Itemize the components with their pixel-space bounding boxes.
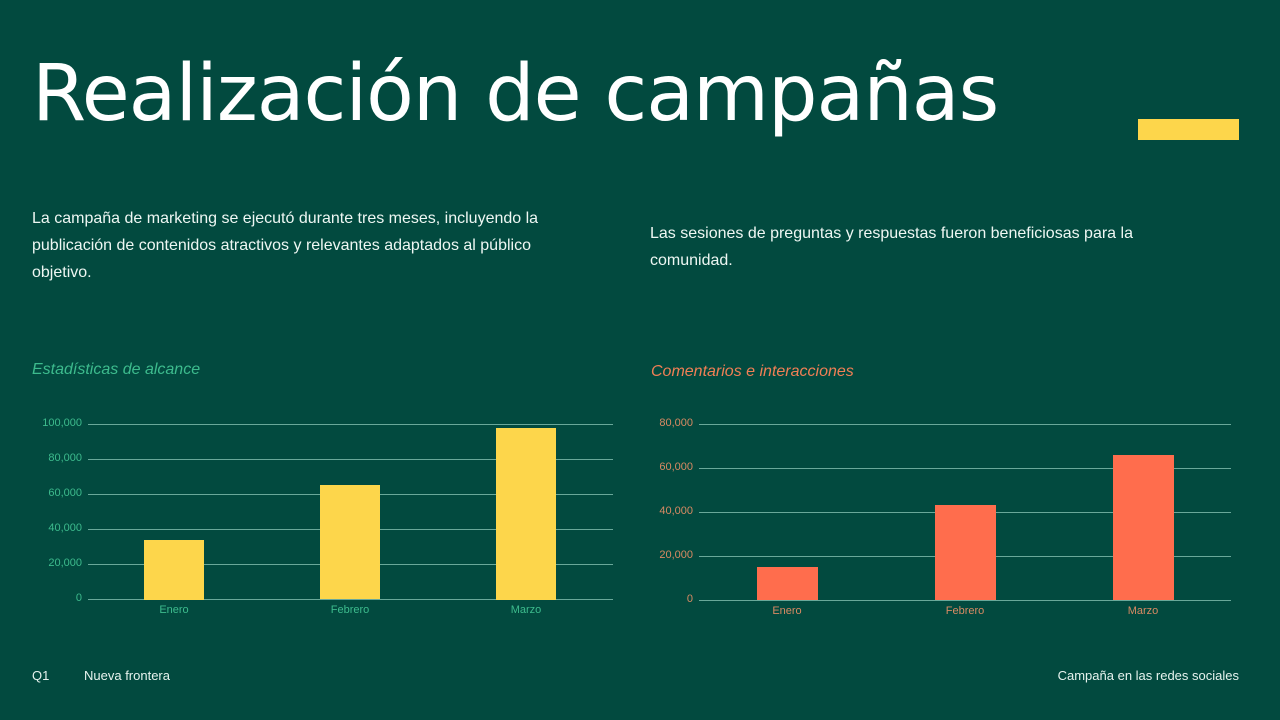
bar-febrero — [934, 505, 996, 600]
y-axis-tick-label: 20,000 — [48, 557, 82, 569]
y-axis-tick-label: 0 — [75, 592, 82, 604]
gridline — [88, 424, 613, 425]
gridline — [88, 599, 613, 600]
description-left: La campaña de marketing se ejecutó duran… — [32, 210, 539, 281]
x-axis-tick-label: Enero — [159, 604, 189, 616]
chart-title-reach: Estadísticas de alcance — [32, 361, 201, 378]
description-right: Las sesiones de preguntas y respuestas f… — [650, 225, 1133, 269]
bar-enero — [144, 540, 204, 600]
gridline — [699, 600, 1231, 601]
y-axis-tick-label: 80,000 — [659, 417, 693, 429]
bar-enero — [756, 567, 818, 600]
bar-marzo — [1112, 455, 1174, 600]
chart-title-comments: Comentarios e interacciones — [651, 363, 854, 380]
footer-project: Nueva frontera — [84, 668, 170, 683]
x-axis-tick-label: Febrero — [945, 605, 985, 617]
bar-marzo — [496, 428, 556, 600]
y-axis-tick-label: 20,000 — [659, 549, 693, 561]
gridline — [699, 424, 1231, 425]
footer-campaign: Campaña en las redes sociales — [1057, 668, 1239, 683]
gridline — [88, 459, 613, 460]
bar-febrero — [320, 485, 380, 599]
y-axis-tick-label: 100,000 — [42, 417, 82, 429]
x-axis-tick-label: Marzo — [510, 604, 542, 616]
y-axis-tick-label: 0 — [686, 593, 693, 605]
y-axis-tick-label: 40,000 — [48, 522, 82, 534]
x-axis-tick-label: Enero — [772, 605, 802, 617]
accent-bar — [1138, 119, 1239, 140]
footer-quarter: Q1 — [32, 668, 50, 683]
y-axis-tick-label: 80,000 — [48, 452, 82, 464]
x-axis-tick-label: Febrero — [330, 604, 370, 616]
y-axis-tick-label: 60,000 — [48, 487, 82, 499]
y-axis-tick-label: 60,000 — [659, 461, 693, 473]
y-axis-tick-label: 40,000 — [659, 505, 693, 517]
x-axis-tick-label: Marzo — [1127, 605, 1159, 617]
slide-title: Realización de campañas — [32, 49, 999, 139]
gridline — [699, 468, 1231, 469]
